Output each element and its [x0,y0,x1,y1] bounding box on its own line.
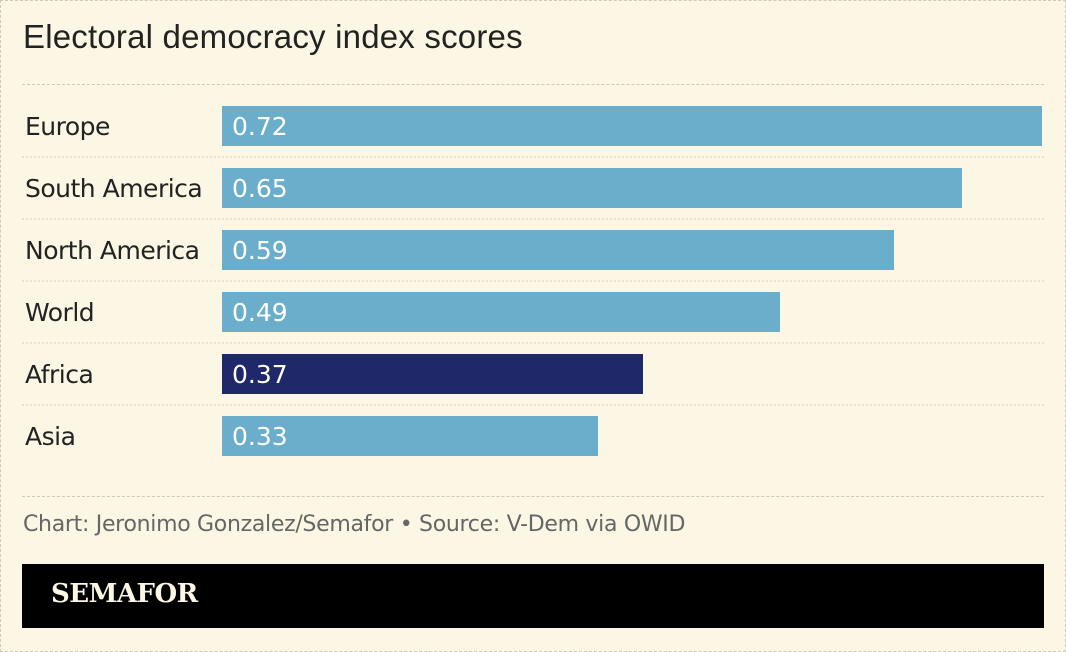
category-label: Africa [25,360,93,389]
title-divider [22,84,1044,85]
bar [222,354,643,394]
category-label: North America [25,236,200,265]
bar [222,106,1042,146]
bar-value-label: 0.72 [232,112,288,141]
footer-divider [22,496,1044,497]
category-label: Asia [25,422,75,451]
category-label: Europe [25,112,110,141]
chart-credit: Chart: Jeronimo Gonzalez/Semafor • Sourc… [23,512,686,537]
bar [222,230,894,270]
bar-value-label: 0.33 [232,422,288,451]
category-label: South America [25,174,202,203]
bar [222,416,598,456]
semafor-logo: SEMAFOR [51,579,198,609]
category-label: World [25,298,94,327]
bar [222,292,780,332]
bar-value-label: 0.59 [232,236,288,265]
bar [222,168,962,208]
brand-bar: SEMAFOR [22,564,1044,628]
chart-title: Electoral democracy index scores [23,18,523,55]
bar-value-label: 0.37 [232,360,288,389]
bar-value-label: 0.65 [232,174,288,203]
bar-value-label: 0.49 [232,298,288,327]
